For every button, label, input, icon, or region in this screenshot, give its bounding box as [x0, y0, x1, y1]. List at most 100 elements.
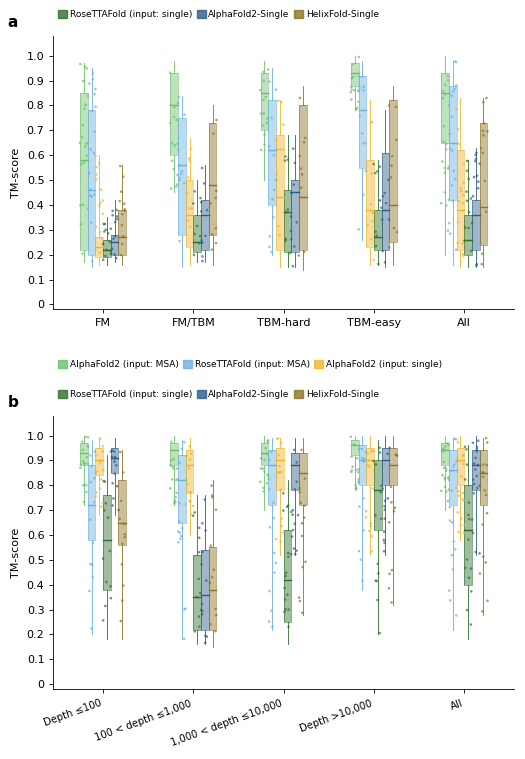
Point	[463, 155, 471, 167]
Point	[281, 155, 289, 167]
Point	[212, 222, 220, 235]
Point	[458, 493, 467, 505]
Bar	[88, 465, 96, 540]
Point	[483, 436, 491, 449]
Point	[97, 232, 106, 244]
Point	[170, 497, 178, 509]
Point	[348, 72, 356, 84]
Point	[445, 483, 453, 496]
Point	[118, 537, 127, 550]
Point	[387, 159, 396, 172]
Bar	[449, 86, 457, 200]
Point	[83, 439, 92, 452]
Point	[444, 437, 452, 449]
Point	[368, 545, 376, 557]
Point	[448, 144, 456, 156]
Point	[180, 109, 188, 121]
Point	[113, 480, 121, 493]
Point	[87, 622, 96, 635]
Bar	[351, 63, 359, 86]
Point	[92, 221, 100, 233]
Point	[109, 233, 118, 245]
Point	[480, 484, 489, 496]
Point	[277, 143, 285, 156]
Point	[360, 137, 368, 150]
Point	[90, 496, 99, 509]
Point	[463, 604, 471, 616]
Point	[114, 504, 123, 516]
Point	[364, 455, 373, 467]
Point	[385, 442, 394, 454]
Point	[195, 532, 204, 544]
Point	[450, 433, 459, 445]
Point	[212, 625, 220, 638]
Point	[441, 162, 449, 174]
Point	[287, 548, 295, 560]
Point	[358, 443, 366, 455]
Point	[473, 482, 481, 494]
Point	[479, 551, 488, 563]
Point	[480, 175, 489, 187]
Point	[444, 162, 453, 175]
Point	[446, 515, 454, 527]
Bar	[80, 93, 88, 250]
Point	[111, 452, 119, 465]
Point	[348, 465, 356, 477]
Point	[391, 502, 399, 514]
Point	[267, 446, 276, 458]
Point	[368, 531, 376, 543]
Bar	[351, 440, 359, 455]
Point	[452, 482, 460, 494]
Point	[298, 530, 306, 542]
Bar	[449, 86, 457, 200]
Point	[99, 241, 108, 254]
Point	[104, 512, 112, 524]
Point	[457, 512, 466, 524]
Point	[117, 249, 125, 261]
Bar	[260, 73, 268, 131]
Point	[280, 606, 289, 618]
Point	[454, 123, 462, 135]
Point	[393, 226, 402, 238]
Point	[78, 247, 87, 260]
Point	[167, 182, 175, 194]
Bar	[299, 106, 307, 250]
Text: a: a	[7, 15, 18, 30]
Point	[287, 187, 296, 199]
Point	[265, 241, 274, 253]
Point	[442, 200, 450, 212]
Point	[257, 452, 265, 465]
Point	[382, 197, 390, 209]
Point	[76, 58, 85, 70]
Point	[166, 482, 174, 494]
Bar	[299, 453, 307, 505]
Bar	[441, 73, 449, 143]
Bar	[366, 160, 374, 247]
Point	[375, 627, 384, 639]
Point	[359, 492, 368, 504]
Point	[110, 468, 119, 480]
Point	[352, 103, 360, 115]
Point	[96, 226, 104, 238]
Point	[180, 436, 188, 449]
Point	[483, 507, 491, 519]
Point	[101, 476, 109, 488]
Point	[454, 485, 463, 497]
Bar	[268, 100, 276, 205]
Bar	[119, 480, 126, 545]
Point	[90, 147, 98, 159]
Point	[191, 506, 199, 518]
Point	[95, 157, 103, 169]
Point	[89, 572, 97, 584]
Point	[446, 143, 454, 155]
Point	[445, 99, 453, 112]
Point	[385, 568, 394, 580]
Point	[444, 439, 453, 451]
Bar	[457, 150, 464, 250]
Point	[269, 512, 278, 524]
Point	[79, 444, 87, 456]
Point	[99, 475, 108, 487]
Point	[284, 550, 292, 562]
Point	[459, 238, 467, 250]
Point	[385, 99, 393, 112]
